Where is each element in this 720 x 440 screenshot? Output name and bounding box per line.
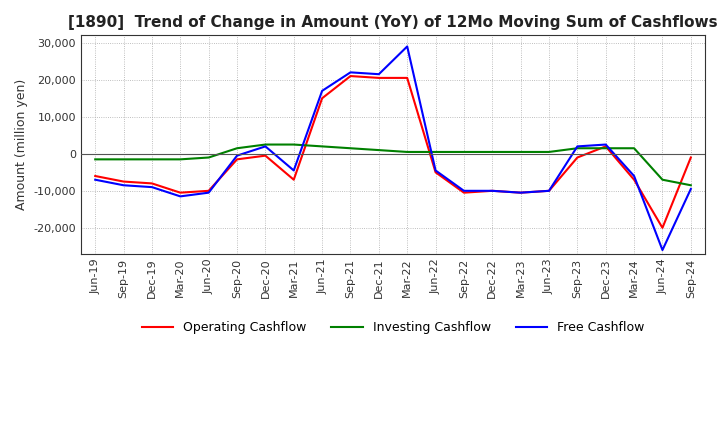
Y-axis label: Amount (million yen): Amount (million yen)	[15, 79, 28, 210]
Free Cashflow	[289, 168, 298, 173]
Free Cashflow	[374, 72, 383, 77]
Free Cashflow	[346, 70, 355, 75]
Operating Cashflow	[176, 190, 184, 195]
Investing Cashflow	[488, 149, 497, 154]
Free Cashflow	[431, 168, 440, 173]
Operating Cashflow	[545, 188, 554, 194]
Free Cashflow	[233, 153, 241, 158]
Investing Cashflow	[346, 146, 355, 151]
Operating Cashflow	[148, 181, 156, 186]
Investing Cashflow	[120, 157, 128, 162]
Line: Investing Cashflow: Investing Cashflow	[95, 145, 690, 185]
Operating Cashflow	[91, 173, 99, 179]
Operating Cashflow	[120, 179, 128, 184]
Operating Cashflow	[573, 155, 582, 160]
Operating Cashflow	[233, 157, 241, 162]
Legend: Operating Cashflow, Investing Cashflow, Free Cashflow: Operating Cashflow, Investing Cashflow, …	[137, 316, 649, 339]
Free Cashflow	[120, 183, 128, 188]
Operating Cashflow	[403, 75, 412, 81]
Investing Cashflow	[545, 149, 554, 154]
Free Cashflow	[658, 247, 667, 253]
Free Cashflow	[601, 142, 610, 147]
Operating Cashflow	[459, 190, 468, 195]
Operating Cashflow	[601, 144, 610, 149]
Free Cashflow	[91, 177, 99, 182]
Operating Cashflow	[318, 95, 326, 101]
Free Cashflow	[204, 190, 213, 195]
Free Cashflow	[545, 188, 554, 194]
Investing Cashflow	[261, 142, 270, 147]
Investing Cashflow	[686, 183, 695, 188]
Operating Cashflow	[516, 190, 525, 195]
Free Cashflow	[176, 194, 184, 199]
Free Cashflow	[686, 186, 695, 191]
Operating Cashflow	[658, 225, 667, 231]
Operating Cashflow	[261, 153, 270, 158]
Line: Operating Cashflow: Operating Cashflow	[95, 76, 690, 228]
Free Cashflow	[488, 188, 497, 194]
Investing Cashflow	[374, 147, 383, 153]
Investing Cashflow	[318, 144, 326, 149]
Operating Cashflow	[431, 170, 440, 175]
Investing Cashflow	[658, 177, 667, 182]
Operating Cashflow	[289, 177, 298, 182]
Free Cashflow	[516, 190, 525, 195]
Investing Cashflow	[630, 146, 639, 151]
Free Cashflow	[318, 88, 326, 94]
Investing Cashflow	[601, 146, 610, 151]
Investing Cashflow	[516, 149, 525, 154]
Free Cashflow	[403, 44, 412, 49]
Free Cashflow	[630, 173, 639, 179]
Free Cashflow	[261, 144, 270, 149]
Operating Cashflow	[488, 188, 497, 194]
Free Cashflow	[148, 184, 156, 190]
Investing Cashflow	[91, 157, 99, 162]
Title: [1890]  Trend of Change in Amount (YoY) of 12Mo Moving Sum of Cashflows: [1890] Trend of Change in Amount (YoY) o…	[68, 15, 718, 30]
Investing Cashflow	[431, 149, 440, 154]
Free Cashflow	[573, 144, 582, 149]
Investing Cashflow	[176, 157, 184, 162]
Investing Cashflow	[148, 157, 156, 162]
Free Cashflow	[459, 188, 468, 194]
Operating Cashflow	[204, 188, 213, 194]
Investing Cashflow	[204, 155, 213, 160]
Operating Cashflow	[686, 155, 695, 160]
Investing Cashflow	[573, 146, 582, 151]
Investing Cashflow	[233, 146, 241, 151]
Investing Cashflow	[403, 149, 412, 154]
Operating Cashflow	[374, 75, 383, 81]
Operating Cashflow	[346, 73, 355, 79]
Line: Free Cashflow: Free Cashflow	[95, 47, 690, 250]
Investing Cashflow	[459, 149, 468, 154]
Investing Cashflow	[289, 142, 298, 147]
Operating Cashflow	[630, 177, 639, 182]
